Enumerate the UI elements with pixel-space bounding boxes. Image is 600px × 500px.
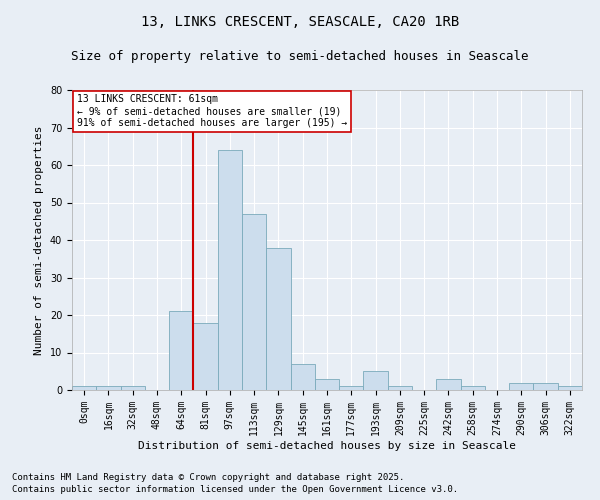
Bar bbox=[218, 150, 242, 390]
Text: Contains HM Land Registry data © Crown copyright and database right 2025.: Contains HM Land Registry data © Crown c… bbox=[12, 472, 404, 482]
Bar bbox=[533, 382, 558, 390]
Text: 13 LINKS CRESCENT: 61sqm
← 9% of semi-detached houses are smaller (19)
91% of se: 13 LINKS CRESCENT: 61sqm ← 9% of semi-de… bbox=[77, 94, 347, 128]
Text: 13, LINKS CRESCENT, SEASCALE, CA20 1RB: 13, LINKS CRESCENT, SEASCALE, CA20 1RB bbox=[141, 15, 459, 29]
Bar bbox=[121, 386, 145, 390]
Bar bbox=[96, 386, 121, 390]
Bar bbox=[364, 371, 388, 390]
X-axis label: Distribution of semi-detached houses by size in Seascale: Distribution of semi-detached houses by … bbox=[138, 440, 516, 450]
Bar bbox=[266, 248, 290, 390]
Y-axis label: Number of semi-detached properties: Number of semi-detached properties bbox=[34, 125, 44, 355]
Bar bbox=[169, 311, 193, 390]
Bar bbox=[509, 382, 533, 390]
Bar bbox=[315, 379, 339, 390]
Bar bbox=[193, 322, 218, 390]
Bar bbox=[461, 386, 485, 390]
Bar bbox=[436, 379, 461, 390]
Text: Size of property relative to semi-detached houses in Seascale: Size of property relative to semi-detach… bbox=[71, 50, 529, 63]
Bar bbox=[290, 364, 315, 390]
Bar bbox=[339, 386, 364, 390]
Bar bbox=[388, 386, 412, 390]
Bar bbox=[72, 386, 96, 390]
Bar bbox=[242, 214, 266, 390]
Text: Contains public sector information licensed under the Open Government Licence v3: Contains public sector information licen… bbox=[12, 485, 458, 494]
Bar bbox=[558, 386, 582, 390]
